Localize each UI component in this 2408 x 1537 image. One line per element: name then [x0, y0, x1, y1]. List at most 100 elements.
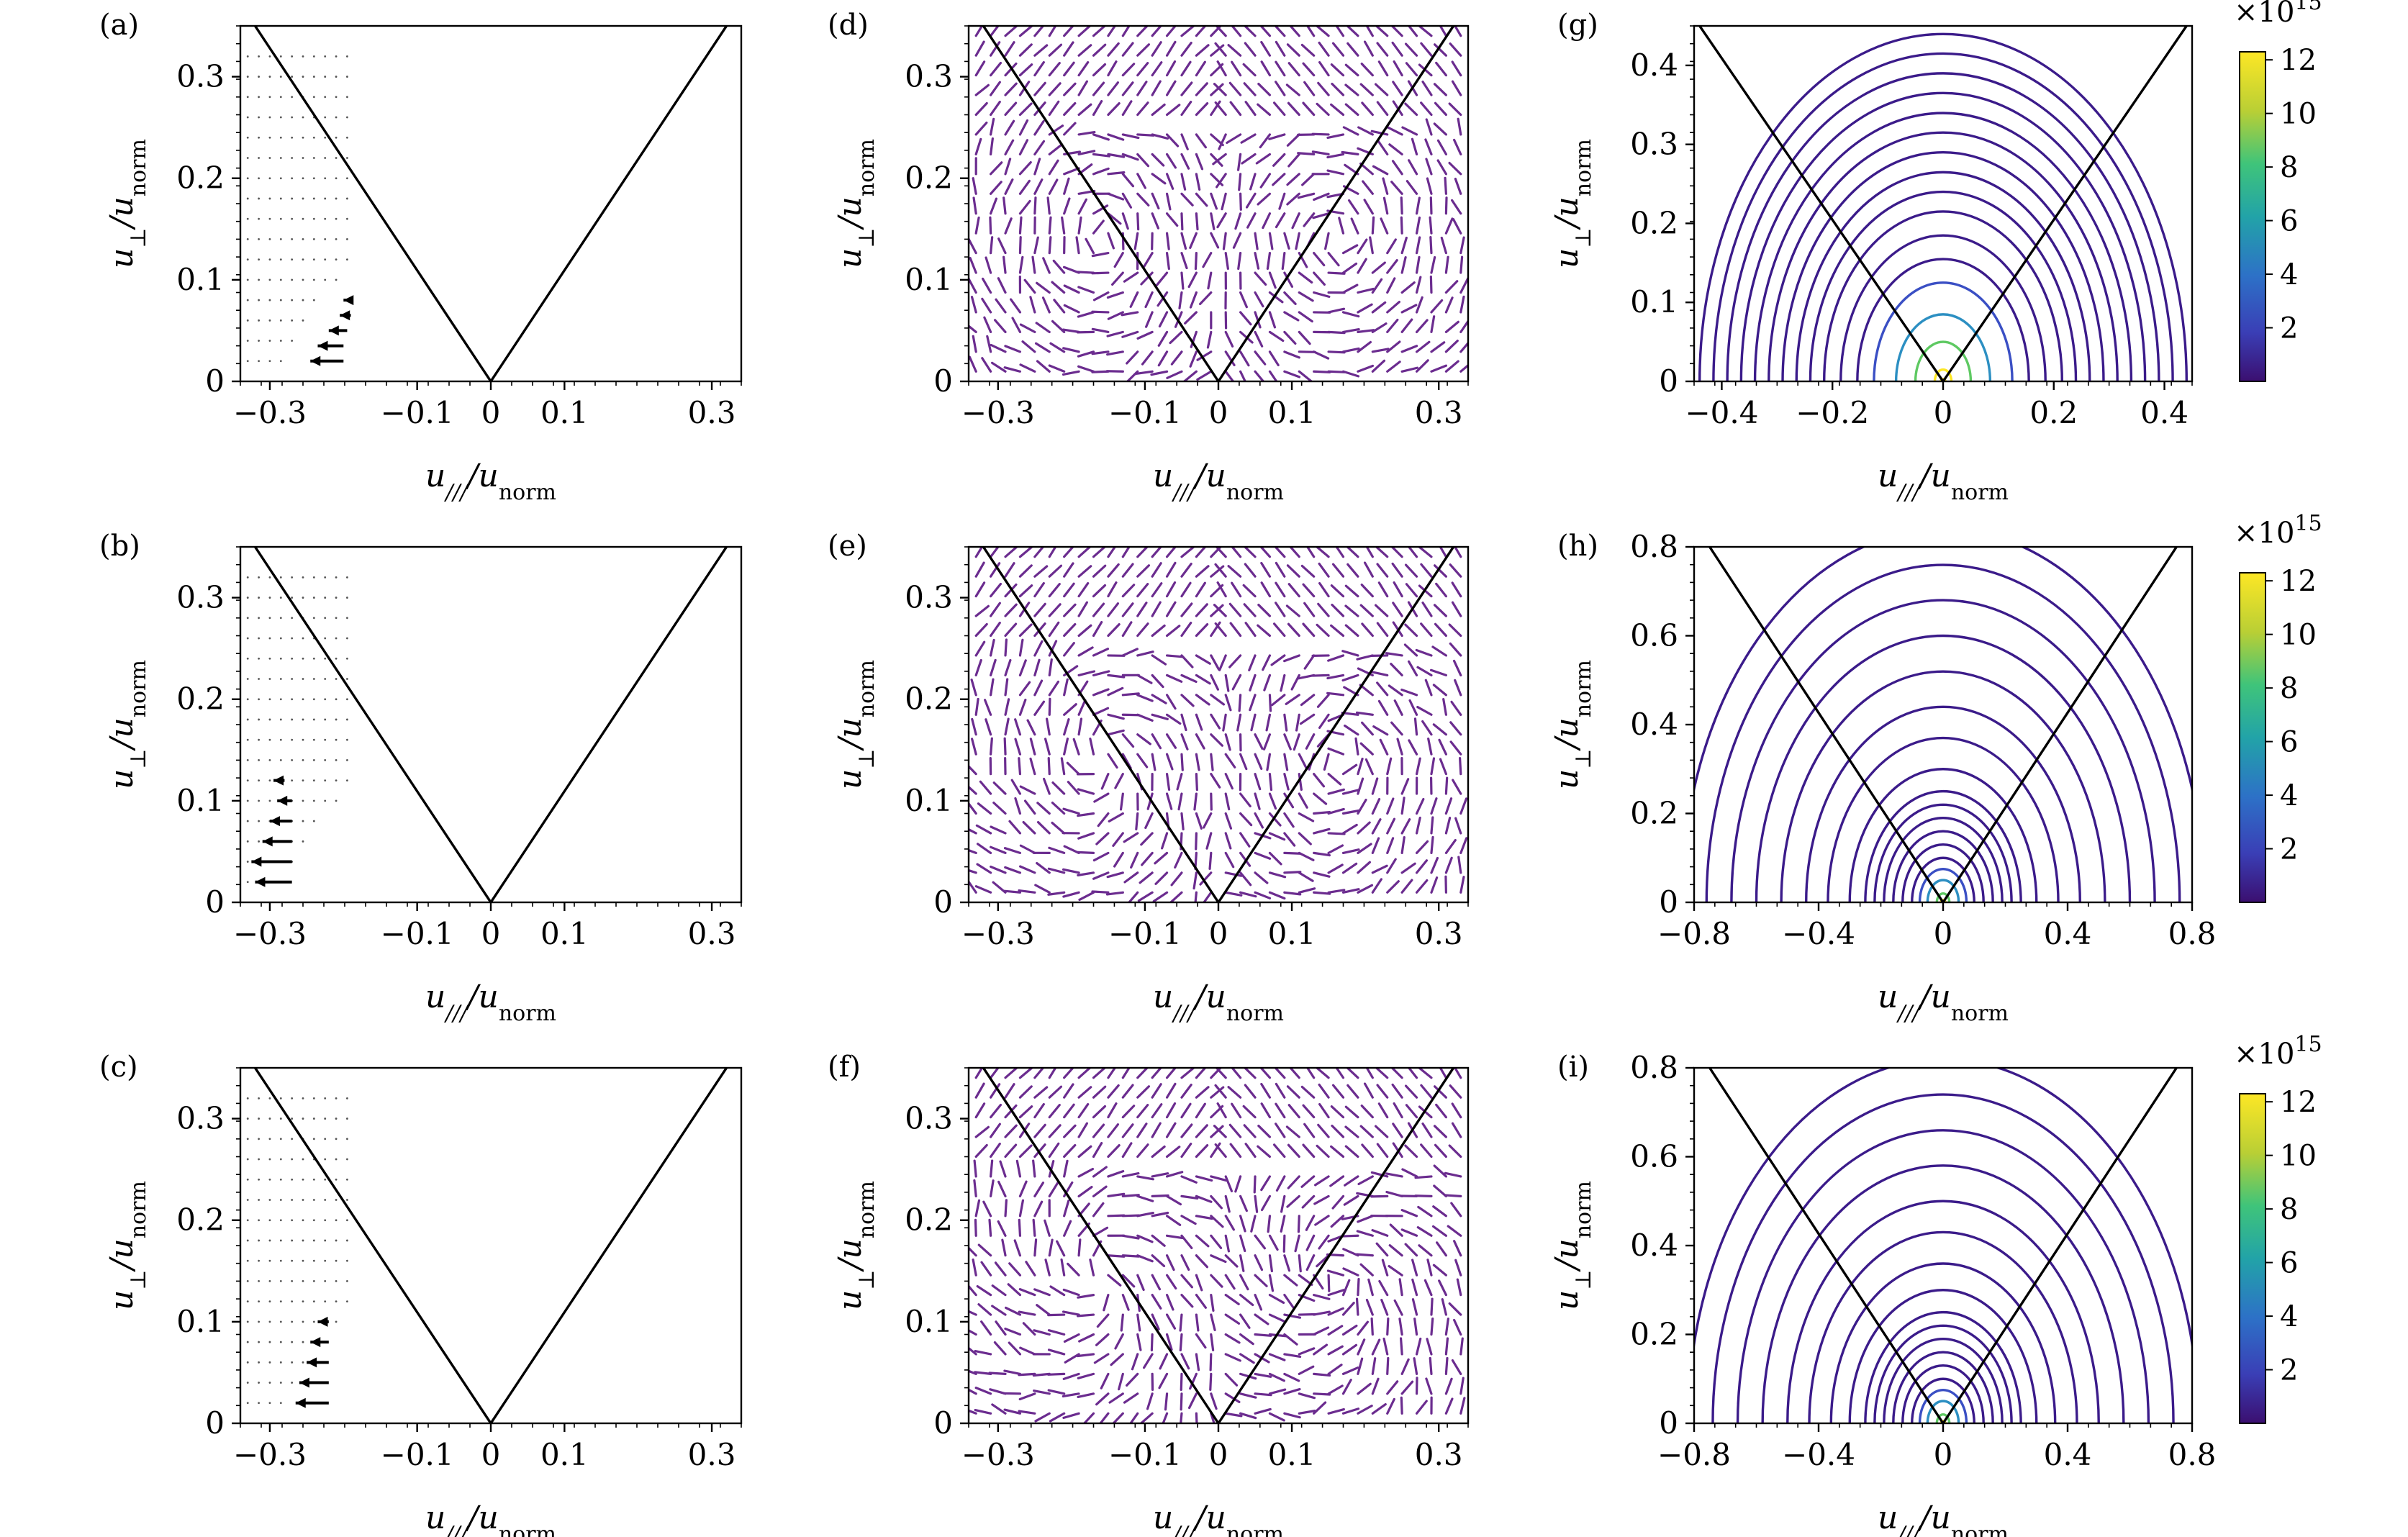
field-arrow	[1305, 1068, 1316, 1079]
field-arrow	[1077, 1086, 1092, 1099]
field-arrow	[1283, 1333, 1298, 1346]
field-arrow	[974, 1371, 992, 1375]
contour-line	[1935, 1413, 1951, 1423]
field-arrow	[1228, 602, 1242, 617]
quiver-dot	[258, 1300, 260, 1303]
field-arrow	[1312, 212, 1330, 219]
quiver-dot	[268, 1341, 271, 1343]
field-arrow	[1121, 26, 1131, 37]
field-arrow	[1275, 60, 1286, 77]
field-arrow	[1136, 1194, 1154, 1202]
field-arrow	[1268, 1372, 1285, 1382]
field-arrow	[1341, 1302, 1355, 1316]
field-arrow	[1404, 1144, 1418, 1159]
field-arrow	[1187, 271, 1198, 289]
field-arrow	[1444, 1356, 1449, 1375]
field-arrow	[1323, 753, 1330, 771]
field-arrow	[1411, 1278, 1418, 1297]
field-arrow	[1254, 1407, 1272, 1415]
quiver-dot	[291, 177, 294, 180]
field-arrow	[1370, 1171, 1389, 1178]
quiver-dot	[346, 657, 348, 660]
field-arrow	[1386, 837, 1395, 854]
field-arrow	[1244, 563, 1257, 578]
field-arrow	[1164, 1392, 1169, 1411]
quiver-dot	[279, 1259, 282, 1262]
field-arrow	[969, 879, 977, 894]
y-tick-label: 0.1	[176, 783, 225, 818]
field-arrow	[1415, 276, 1422, 294]
field-arrow	[1283, 812, 1295, 828]
field-arrow	[1121, 1068, 1131, 1079]
field-arrow	[1254, 1392, 1272, 1397]
field-arrow	[1207, 271, 1213, 290]
field-arrow	[1063, 642, 1075, 657]
field-arrow	[1408, 699, 1418, 716]
field-arrow	[1131, 1353, 1139, 1371]
quiver-dot	[335, 1259, 338, 1262]
field-arrow	[1267, 1215, 1272, 1233]
quiver-dot	[268, 1361, 271, 1364]
field-arrow	[1385, 1190, 1403, 1197]
field-arrow	[1092, 1141, 1103, 1159]
field-arrow	[1414, 1175, 1433, 1179]
field-arrow	[1245, 192, 1257, 209]
field-arrow	[1254, 891, 1272, 899]
field-arrow	[974, 216, 980, 235]
field-arrow	[1165, 792, 1173, 810]
contour-line	[1786, 1200, 2100, 1423]
field-arrow	[1239, 832, 1251, 848]
field-arrow	[1407, 660, 1418, 676]
field-arrow	[1222, 713, 1227, 732]
quiver-dot	[291, 55, 294, 58]
field-arrow	[1298, 871, 1314, 882]
field-arrow	[1451, 199, 1462, 215]
quiver-dot	[346, 759, 348, 761]
field-arrow	[1120, 1313, 1124, 1332]
field-arrow	[974, 581, 986, 598]
quiver-dot	[302, 657, 304, 660]
field-arrow	[990, 117, 995, 136]
field-arrow	[1023, 278, 1036, 294]
field-arrow	[1004, 26, 1019, 37]
quiver-dot	[302, 319, 304, 322]
field-arrow	[1404, 42, 1418, 57]
field-arrow	[969, 277, 977, 294]
field-arrow	[1214, 1084, 1227, 1099]
field-arrow	[1078, 1333, 1095, 1343]
quiver-arrowhead	[251, 856, 262, 867]
field-arrow	[1214, 42, 1227, 57]
field-arrow	[1107, 753, 1118, 769]
field-arrow	[1449, 740, 1462, 756]
field-arrow	[1107, 26, 1117, 37]
field-arrow	[1283, 1372, 1300, 1382]
field-arrow	[1180, 713, 1187, 732]
field-arrow	[988, 1218, 992, 1237]
field-arrow	[1239, 851, 1251, 867]
field-arrow	[1341, 284, 1359, 294]
field-arrow	[1318, 1234, 1330, 1250]
field-arrow	[1092, 63, 1107, 77]
field-arrow	[1254, 871, 1269, 884]
quiver-dot	[258, 1259, 260, 1262]
field-arrow	[1254, 1254, 1264, 1271]
field-arrow	[1271, 694, 1286, 707]
quiver-dot	[302, 759, 304, 761]
field-arrow	[1107, 311, 1124, 320]
field-arrow	[1077, 311, 1095, 318]
field-arrow	[1357, 1320, 1370, 1336]
field-arrow	[1254, 1294, 1263, 1311]
quiver-arrowhead	[310, 355, 321, 366]
field-arrow	[1107, 1170, 1125, 1178]
field-arrow	[1329, 1175, 1345, 1187]
field-arrow	[991, 1305, 1007, 1316]
colorbar-tick-label: 6	[2280, 205, 2298, 238]
quiver-dot	[246, 881, 249, 884]
quiver-dot	[258, 1320, 260, 1323]
colorbar-tick-label: 6	[2280, 1247, 2298, 1280]
field-arrow	[1305, 1215, 1316, 1231]
field-arrow	[1195, 565, 1210, 578]
field-arrow	[1454, 177, 1462, 195]
field-arrow	[1357, 1382, 1372, 1395]
quiver-dot	[246, 799, 249, 802]
